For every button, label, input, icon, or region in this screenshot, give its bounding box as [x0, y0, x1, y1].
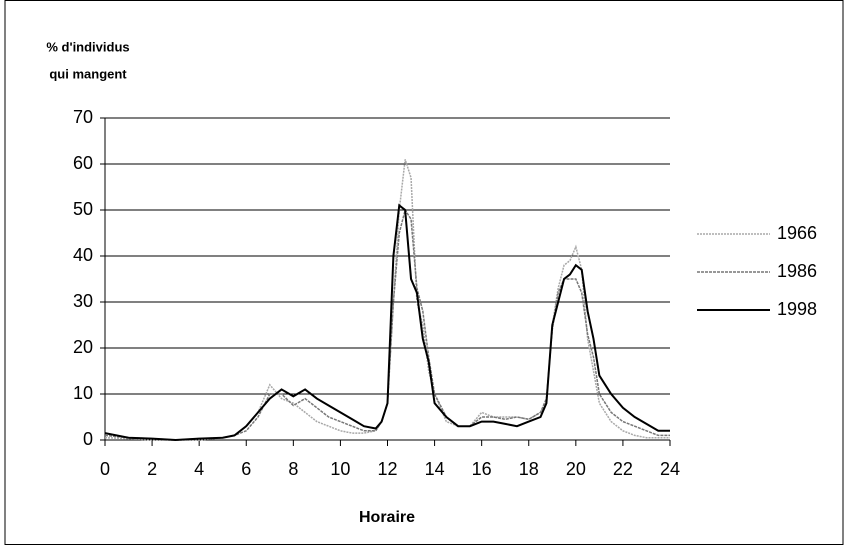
legend-label: 1998 [777, 299, 817, 319]
x-tick-label: 22 [613, 459, 633, 479]
data-line [104, 203, 670, 442]
x-tick-label: 18 [519, 459, 539, 479]
x-tick-label: 2 [147, 459, 157, 479]
y-tick-label: 70 [73, 107, 93, 127]
x-tick-label: 24 [660, 459, 680, 479]
y-tick-label: 50 [73, 199, 93, 219]
y-axis-label: qui mangent [49, 66, 127, 81]
y-axis-label: % d'individus [46, 39, 129, 54]
x-tick-label: 0 [100, 459, 110, 479]
y-tick-label: 30 [73, 291, 93, 311]
x-tick-label: 20 [566, 459, 586, 479]
data-line [104, 159, 670, 441]
legend-label: 1966 [777, 223, 817, 243]
x-tick-label: 12 [377, 459, 397, 479]
data-line [104, 208, 670, 441]
x-tick-label: 10 [330, 459, 350, 479]
y-tick-label: 60 [73, 153, 93, 173]
x-tick-label: 16 [472, 459, 492, 479]
x-axis-label: Horaire [359, 509, 415, 526]
x-tick-label: 4 [194, 459, 204, 479]
y-tick-label: 20 [73, 337, 93, 357]
y-tick-label: 0 [83, 429, 93, 449]
x-tick-label: 8 [288, 459, 298, 479]
x-tick-label: 6 [241, 459, 251, 479]
x-tick-label: 14 [425, 459, 445, 479]
y-tick-label: 40 [73, 245, 93, 265]
legend-label: 1986 [777, 261, 817, 281]
y-tick-label: 10 [73, 383, 93, 403]
